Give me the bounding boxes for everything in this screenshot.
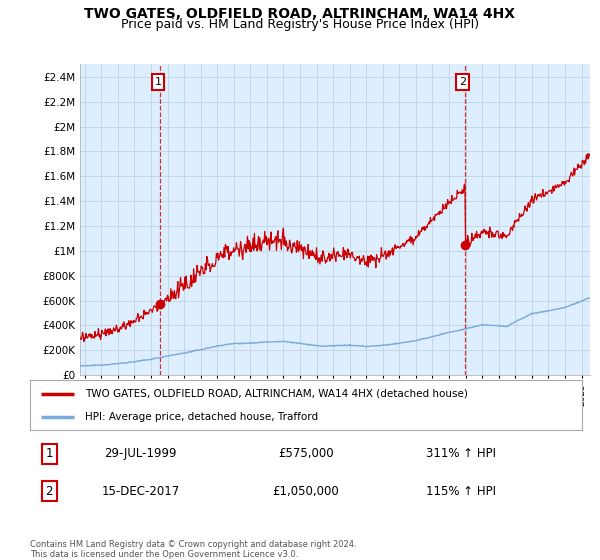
Text: 2: 2 — [459, 77, 466, 87]
Text: 1: 1 — [46, 447, 53, 460]
Text: Price paid vs. HM Land Registry's House Price Index (HPI): Price paid vs. HM Land Registry's House … — [121, 18, 479, 31]
Text: TWO GATES, OLDFIELD ROAD, ALTRINCHAM, WA14 4HX: TWO GATES, OLDFIELD ROAD, ALTRINCHAM, WA… — [85, 7, 515, 21]
Text: 115% ↑ HPI: 115% ↑ HPI — [425, 485, 496, 498]
Text: 15-DEC-2017: 15-DEC-2017 — [101, 485, 179, 498]
Text: £1,050,000: £1,050,000 — [272, 485, 340, 498]
Text: 2: 2 — [46, 485, 53, 498]
Text: £575,000: £575,000 — [278, 447, 334, 460]
Text: 1: 1 — [154, 77, 161, 87]
Text: HPI: Average price, detached house, Trafford: HPI: Average price, detached house, Traf… — [85, 412, 319, 422]
Text: 311% ↑ HPI: 311% ↑ HPI — [425, 447, 496, 460]
Text: Contains HM Land Registry data © Crown copyright and database right 2024.
This d: Contains HM Land Registry data © Crown c… — [30, 540, 356, 559]
Text: TWO GATES, OLDFIELD ROAD, ALTRINCHAM, WA14 4HX (detached house): TWO GATES, OLDFIELD ROAD, ALTRINCHAM, WA… — [85, 389, 468, 399]
Text: 29-JUL-1999: 29-JUL-1999 — [104, 447, 176, 460]
